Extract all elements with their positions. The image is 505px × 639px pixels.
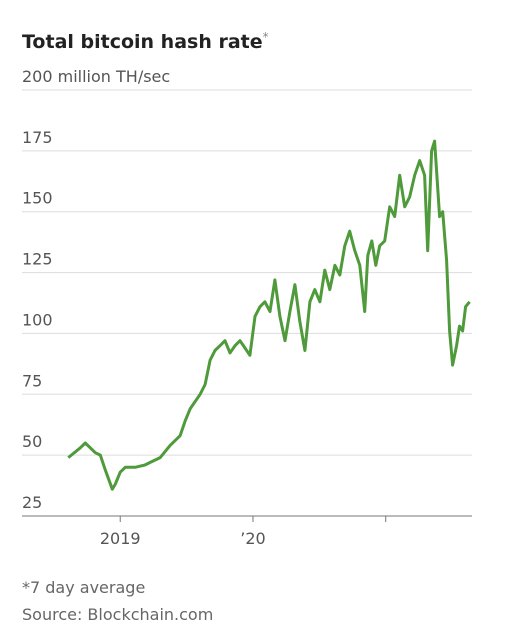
title-mark: * xyxy=(263,30,269,44)
y-tick-label: 125 xyxy=(22,250,53,269)
chart-title: Total bitcoin hash rate* xyxy=(22,30,269,53)
source: Source: Blockchain.com xyxy=(22,605,213,624)
y-tick-label: 150 xyxy=(22,189,53,208)
x-tick-label: ’20 xyxy=(240,529,265,548)
y-tick-label: 50 xyxy=(22,432,42,451)
x-tick-label: 2019 xyxy=(100,529,141,548)
y-tick-label: 75 xyxy=(22,371,42,390)
title-text: Total bitcoin hash rate xyxy=(22,31,263,53)
y-tick-label: 200 million TH/sec xyxy=(22,67,170,86)
y-tick-label: 100 xyxy=(22,310,53,329)
y-tick-label: 25 xyxy=(22,493,42,512)
footnote: *7 day average xyxy=(22,578,145,597)
data-line xyxy=(67,139,471,491)
y-tick-label: 175 xyxy=(22,128,53,147)
